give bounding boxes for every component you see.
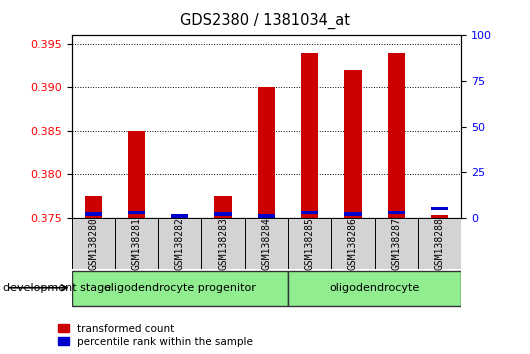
Text: GSM138283: GSM138283 (218, 217, 228, 270)
Bar (171, 214, 189, 217)
Text: GSM138284: GSM138284 (261, 217, 271, 270)
Bar (375, 218, 418, 269)
Text: GSM138280: GSM138280 (88, 217, 98, 270)
Text: GSM138287: GSM138287 (391, 217, 401, 270)
Bar (431, 207, 448, 210)
Bar (158, 218, 201, 269)
Bar (128, 211, 145, 214)
Bar (128, 131, 145, 218)
Text: GDS2380 / 1381034_at: GDS2380 / 1381034_at (180, 12, 350, 29)
Bar (387, 53, 405, 218)
Text: GSM138288: GSM138288 (435, 217, 445, 270)
Bar (418, 218, 461, 269)
Text: GSM138281: GSM138281 (131, 217, 142, 270)
Text: oligodendrocyte progenitor: oligodendrocyte progenitor (104, 283, 255, 293)
Bar (214, 196, 232, 218)
Text: development stage: development stage (3, 283, 111, 293)
Bar (344, 212, 361, 216)
Bar (288, 271, 461, 306)
Text: GSM138286: GSM138286 (348, 217, 358, 270)
Bar (85, 196, 102, 218)
Bar (245, 218, 288, 269)
Bar (171, 215, 189, 218)
Bar (85, 212, 102, 216)
Bar (331, 218, 375, 269)
Bar (301, 211, 318, 214)
Bar (288, 218, 331, 269)
Bar (201, 218, 245, 269)
Bar (214, 212, 232, 216)
Text: GSM138285: GSM138285 (305, 217, 315, 270)
Bar (72, 271, 288, 306)
Bar (387, 211, 405, 214)
Bar (431, 215, 448, 218)
Bar (258, 214, 275, 217)
Text: GSM138282: GSM138282 (175, 217, 185, 270)
Text: oligodendrocyte: oligodendrocyte (330, 283, 420, 293)
Bar (301, 53, 318, 218)
Legend: transformed count, percentile rank within the sample: transformed count, percentile rank withi… (58, 324, 253, 347)
Bar (72, 218, 115, 269)
Bar (115, 218, 158, 269)
Bar (258, 87, 275, 218)
Bar (344, 70, 361, 218)
